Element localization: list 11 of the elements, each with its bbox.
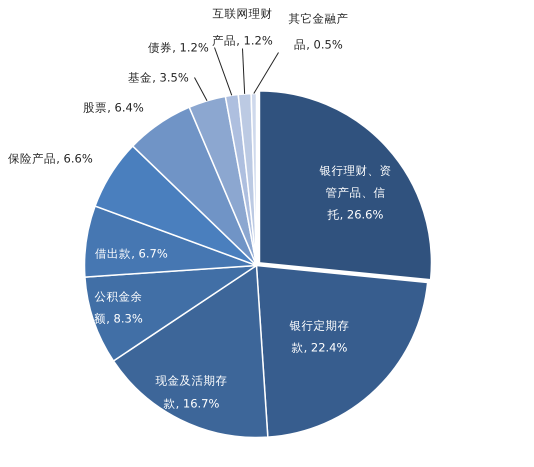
slice-label: 借出款, 6.7%: [95, 246, 168, 260]
slice-label: 互联网理财产品, 1.2%: [212, 6, 273, 48]
slice-label: 基金, 3.5%: [128, 70, 189, 84]
slice-label: 债券, 1.2%: [148, 40, 209, 54]
slice-label: 其它金融产品, 0.5%: [288, 12, 348, 52]
slice-label: 银行理财、资管产品、信托, 26.6%: [318, 164, 392, 222]
slice-label: 保险产品, 6.6%: [8, 152, 93, 166]
slice-label: 公积金余额, 8.3%: [94, 290, 143, 326]
slice-label: 现金及活期存款, 16.7%: [156, 374, 228, 410]
slice-label: 股票, 6.4%: [83, 100, 144, 114]
slice-label: 银行定期存款, 22.4%: [288, 318, 350, 354]
